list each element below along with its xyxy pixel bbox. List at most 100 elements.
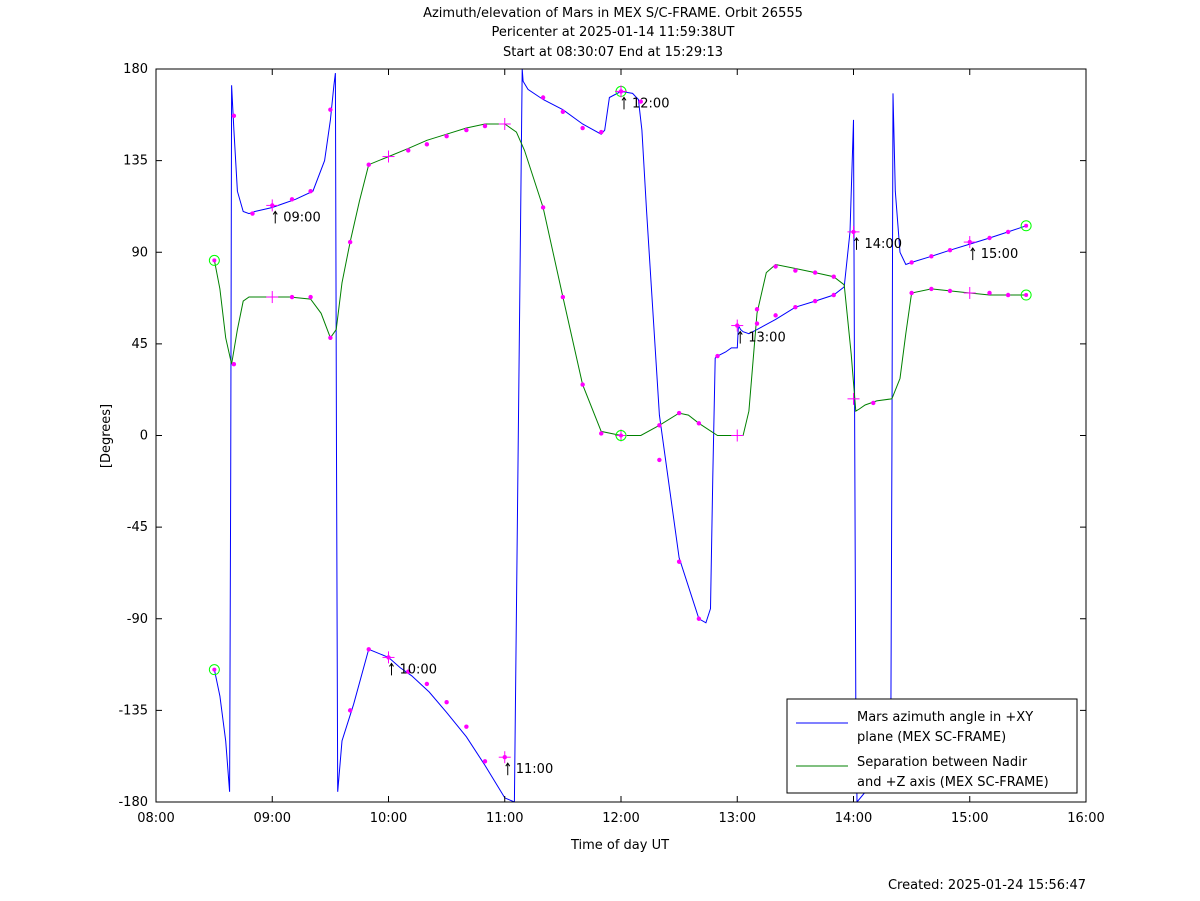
annotation-point bbox=[735, 323, 740, 328]
annotation-point bbox=[270, 203, 275, 208]
data-point-marker bbox=[831, 274, 836, 279]
x-tick-label: 13:00 bbox=[719, 811, 756, 826]
legend-label-azimuth-line1: Mars azimuth angle in +XY bbox=[857, 710, 1033, 725]
data-point-marker bbox=[231, 362, 237, 367]
annotation-label: 11:00 bbox=[516, 762, 553, 777]
data-point-marker bbox=[812, 298, 818, 304]
annotation-arrow-head bbox=[389, 662, 394, 667]
data-point-marker bbox=[347, 708, 353, 713]
annotation-point bbox=[618, 89, 624, 94]
legend: Mars azimuth angle in +XY plane (MEX SC-… bbox=[786, 698, 1078, 794]
annotation-arrow-head bbox=[970, 247, 976, 252]
y-tick-label: -45 bbox=[127, 520, 148, 535]
endpoint-dot bbox=[212, 667, 217, 672]
series-line-azimuth bbox=[213, 69, 1027, 802]
annotation-point bbox=[851, 229, 856, 235]
annotation-label: 14:00 bbox=[865, 237, 902, 252]
endpoint-dot bbox=[1024, 293, 1029, 298]
y-tick-label: 135 bbox=[123, 154, 148, 169]
y-tick-label: 90 bbox=[131, 245, 148, 260]
data-point-marker bbox=[793, 305, 798, 310]
data-point-marker bbox=[1005, 292, 1011, 298]
y-axis: 180 135 90 45 0 -45 -90 -135 -180 bbox=[118, 62, 1086, 810]
data-point-marker bbox=[1005, 229, 1011, 235]
annotation-label: 09:00 bbox=[283, 210, 320, 225]
data-point-marker bbox=[696, 421, 702, 426]
data-point-marker bbox=[715, 353, 720, 359]
annotation-arrow-head bbox=[737, 330, 743, 335]
y-tick-label: 180 bbox=[123, 62, 148, 77]
data-point-marker bbox=[444, 700, 449, 705]
y-tick-label: 45 bbox=[131, 337, 148, 352]
data-point-marker bbox=[793, 268, 798, 273]
data-point-marker bbox=[406, 669, 411, 674]
data-point-marker bbox=[657, 457, 662, 463]
endpoint-dot bbox=[619, 433, 623, 438]
data-point-marker bbox=[328, 107, 333, 112]
data-point-marker bbox=[638, 99, 643, 104]
data-point-marker bbox=[308, 188, 313, 194]
data-point-marker bbox=[424, 681, 430, 687]
data-point-marker bbox=[540, 95, 546, 100]
data-point-marker bbox=[676, 559, 682, 564]
data-point-marker bbox=[599, 431, 604, 436]
data-point-marker bbox=[250, 211, 255, 216]
data-point-marker bbox=[424, 142, 430, 147]
x-tick-label: 10:00 bbox=[370, 811, 407, 826]
annotation-label: 12:00 bbox=[632, 96, 669, 111]
data-point-marker bbox=[347, 239, 353, 245]
legend-label-azimuth-line2: plane (MEX SC-FRAME) bbox=[857, 730, 1006, 745]
data-point-marker bbox=[580, 382, 585, 387]
chart-subtitle-pericenter: Pericenter at 2025-01-14 11:59:38UT bbox=[491, 25, 734, 40]
data-point-marker bbox=[909, 260, 914, 265]
legend-box bbox=[786, 698, 1078, 794]
endpoint-dot bbox=[212, 258, 217, 263]
data-point-marker bbox=[987, 290, 992, 296]
x-axis: 08:00 09:00 10:00 11:00 12:00 13:00 14:00 15:00… bbox=[137, 69, 1105, 826]
data-point-marker bbox=[231, 113, 237, 119]
data-point-marker bbox=[773, 264, 778, 269]
data-point-marker bbox=[812, 270, 818, 275]
data-point-marker bbox=[947, 248, 953, 253]
x-tick-label: 16:00 bbox=[1067, 811, 1104, 826]
data-point-marker bbox=[464, 724, 469, 729]
data-point-marker bbox=[696, 616, 702, 621]
data-point-marker bbox=[444, 133, 449, 139]
x-tick-label: 11:00 bbox=[486, 811, 523, 826]
data-point-marker bbox=[366, 647, 371, 652]
data-point-marker bbox=[540, 205, 546, 210]
data-point-marker bbox=[599, 129, 604, 135]
data-point-marker bbox=[773, 313, 778, 318]
plot-area bbox=[208, 69, 1032, 802]
data-point-marker bbox=[560, 109, 566, 114]
data-point-marker bbox=[987, 235, 992, 241]
data-point-marker bbox=[754, 307, 760, 312]
data-point-marker bbox=[289, 294, 295, 300]
annotation-point bbox=[967, 239, 972, 245]
data-point-marker bbox=[929, 286, 934, 292]
data-point-marker bbox=[657, 423, 662, 428]
annotation-arrow-head bbox=[505, 762, 511, 767]
endpoint-marker bbox=[1020, 220, 1032, 232]
annotation-arrow-head bbox=[854, 236, 859, 242]
annotation-label: 13:00 bbox=[748, 331, 785, 346]
x-axis-label: Time of day UT bbox=[570, 838, 669, 853]
endpoint-marker bbox=[208, 664, 220, 676]
y-tick-label: 0 bbox=[140, 429, 148, 444]
annotation-point bbox=[502, 755, 507, 760]
data-point-marker bbox=[482, 123, 488, 129]
data-point-marker bbox=[328, 335, 333, 340]
y-tick-label: -90 bbox=[127, 612, 148, 627]
legend-label-separation-line1: Separation between Nadir bbox=[857, 755, 1028, 770]
data-point-marker bbox=[366, 162, 371, 167]
x-tick-label: 14:00 bbox=[835, 811, 872, 826]
x-tick-label: 09:00 bbox=[254, 811, 291, 826]
data-point-marker bbox=[580, 125, 585, 131]
annotation-point bbox=[386, 655, 391, 660]
endpoint-dot bbox=[1024, 223, 1029, 228]
chart-title: Azimuth/elevation of Mars in MEX S/C-FRA… bbox=[423, 6, 803, 21]
data-point-marker bbox=[871, 400, 876, 406]
legend-label-separation-line2: and +Z axis (MEX SC-FRAME) bbox=[857, 775, 1049, 790]
x-tick-label: 08:00 bbox=[137, 811, 174, 826]
